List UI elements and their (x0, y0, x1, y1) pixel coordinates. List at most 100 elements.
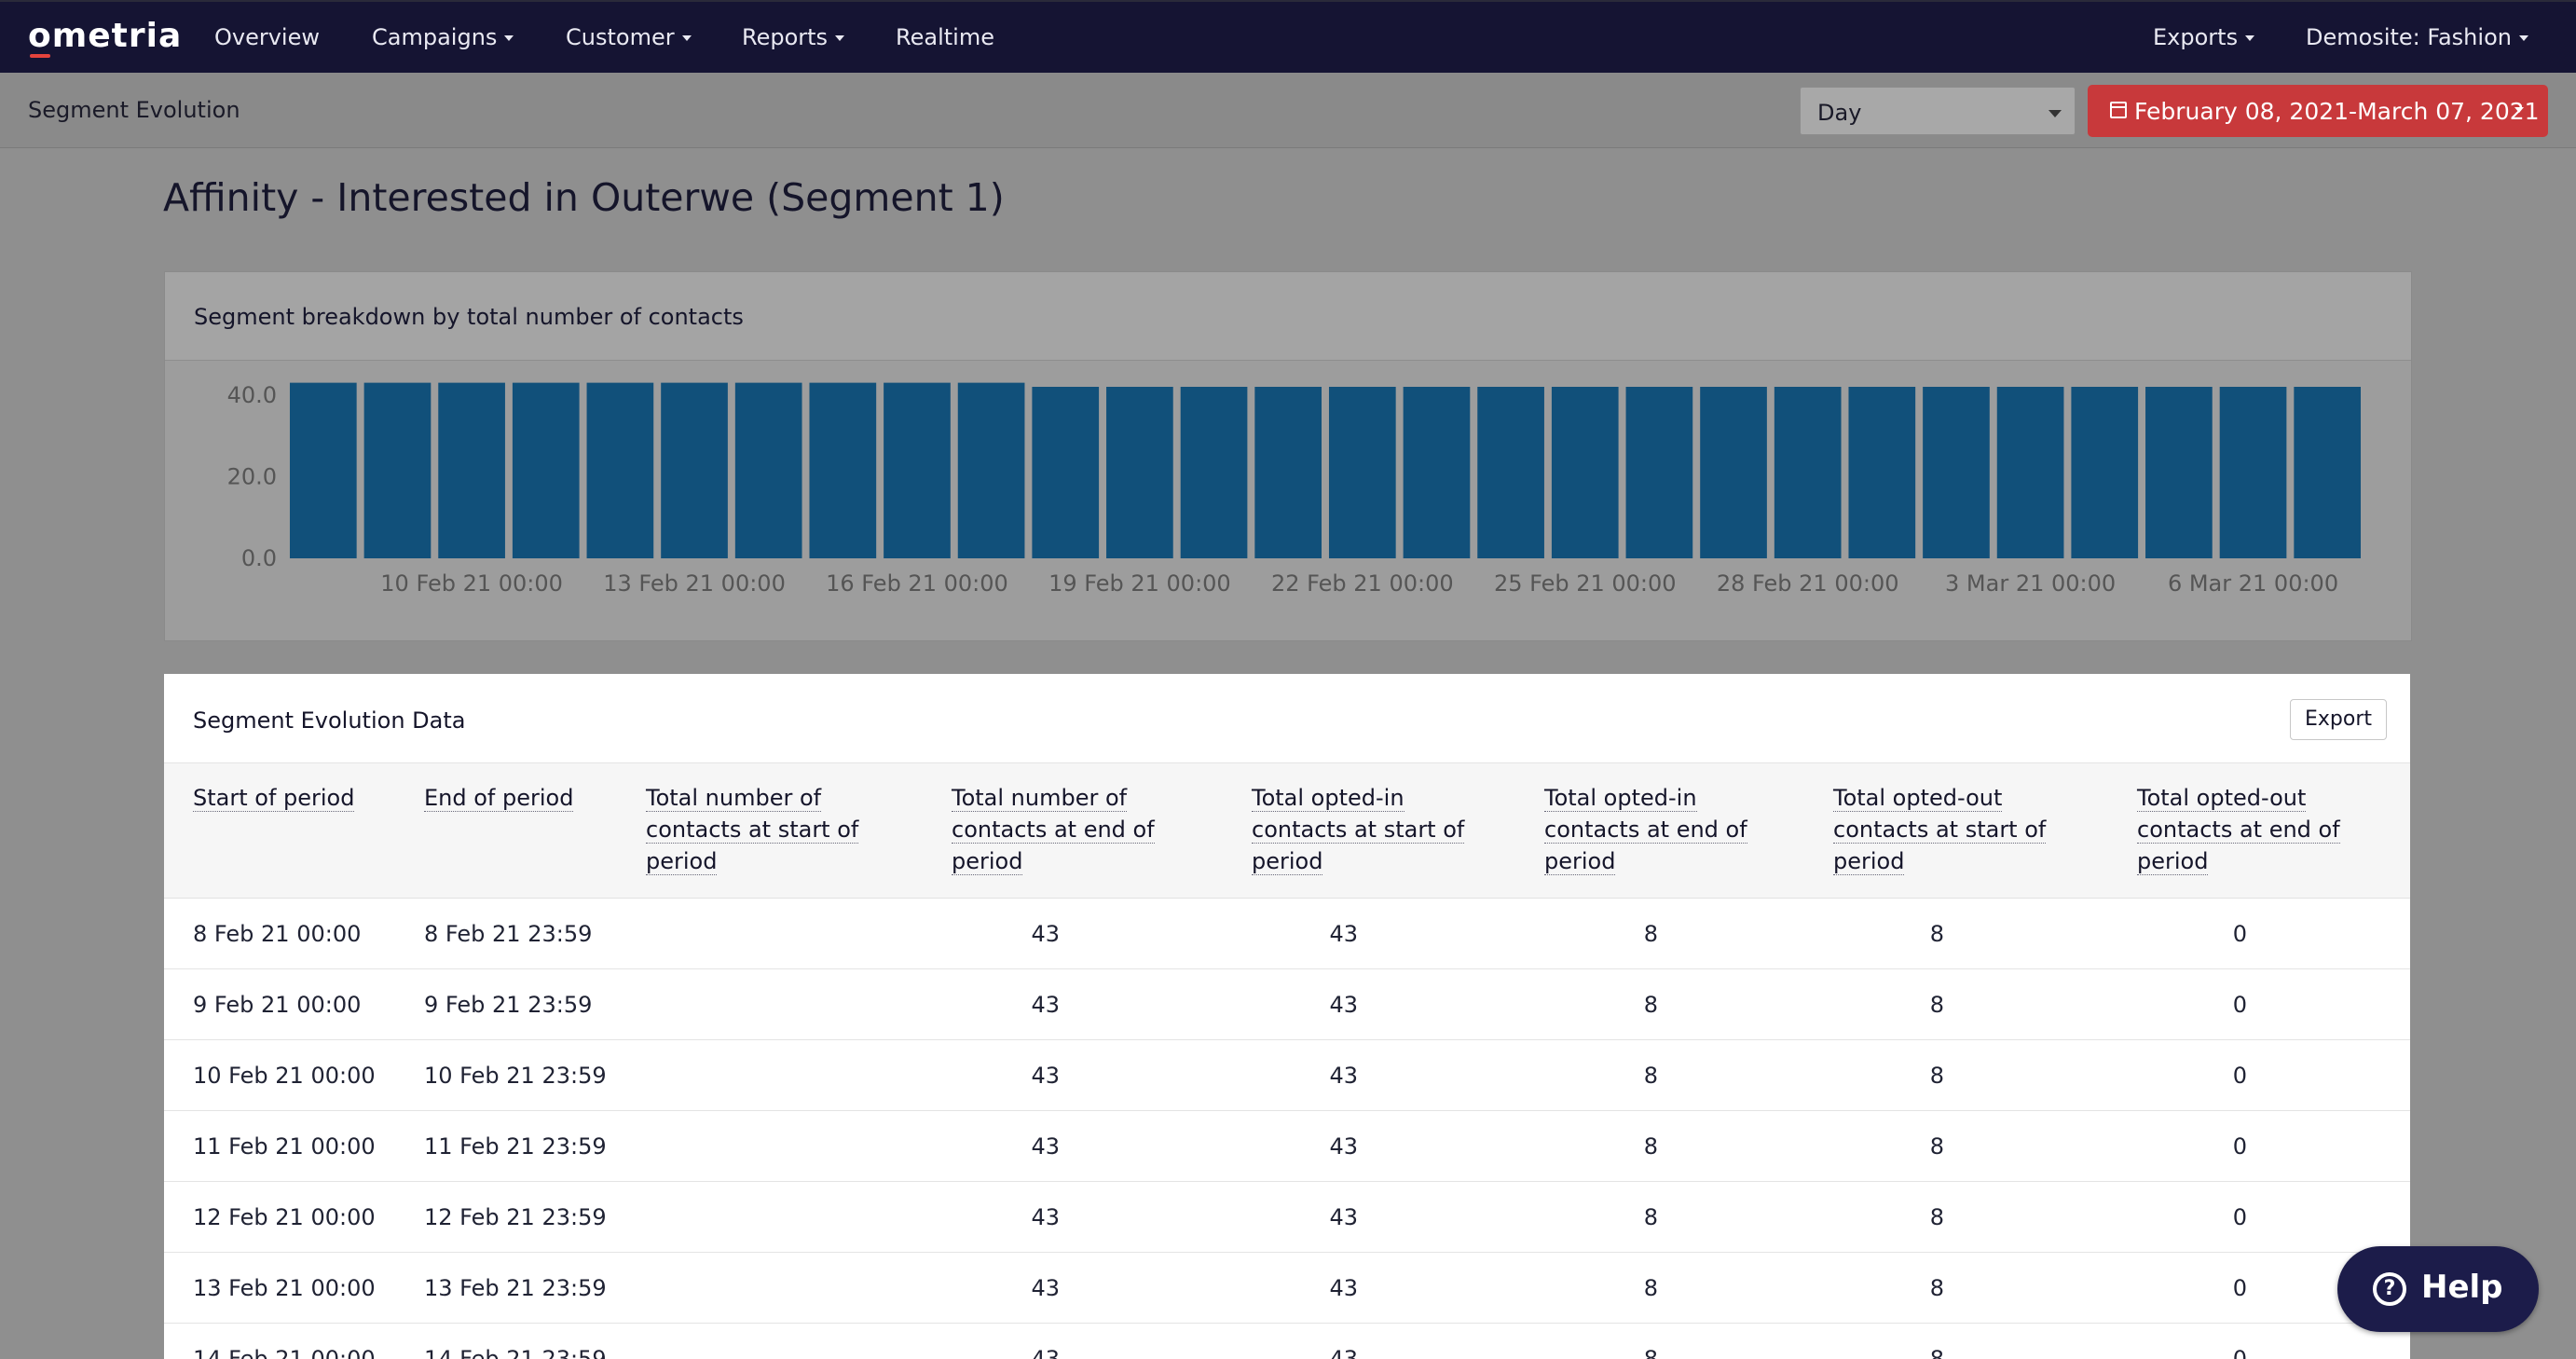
chevron-down-icon (681, 35, 692, 41)
section-title: Segment Evolution (28, 97, 240, 123)
bar-18-feb[interactable] (1032, 387, 1100, 558)
bar-23-feb[interactable] (1403, 387, 1471, 558)
col-end-of-period[interactable]: End of period (424, 782, 610, 814)
bar-6-mar[interactable] (2219, 387, 2287, 558)
table-cell: 8 (1643, 1204, 1658, 1230)
chart-card-header: Segment breakdown by total number of con… (165, 272, 2411, 361)
export-button[interactable]: Export (2290, 699, 2387, 740)
table-cell: 0 (2267, 1063, 2410, 1089)
bar-24-feb[interactable] (1477, 387, 1544, 558)
table-row: 12 Feb 21 00:00 12 Feb 21 23:59 43 43 8 8 00 (164, 1182, 2410, 1253)
col-start-of-period[interactable]: Start of period (193, 782, 398, 814)
nav-overview[interactable]: Overview (214, 24, 320, 50)
logo-swoosh-icon (30, 54, 50, 58)
col-optout-end[interactable]: Total opted-out contacts at end of perio… (2137, 782, 2361, 877)
col-total-end[interactable]: Total number of contacts at end of perio… (952, 782, 1185, 877)
col-label: Total opted-in contacts at end of period (1544, 785, 1747, 875)
help-label: Help (2421, 1269, 2503, 1306)
table-row: 14 Feb 21 00:00 14 Feb 21 23:59 43 43 8 8 0 0 (164, 1324, 2410, 1359)
bar-14-feb[interactable] (734, 382, 802, 558)
table-cell: 0 (2232, 1346, 2247, 1359)
table-cell: 0 (2232, 921, 2247, 947)
table-cell: 12 Feb 21 00:00 (193, 1204, 376, 1230)
bar-27-feb[interactable] (1700, 387, 1767, 558)
table-cell: 0 (2232, 1275, 2247, 1301)
nav-realtime[interactable]: Realtime (896, 24, 994, 50)
bar-10-feb[interactable] (438, 382, 505, 558)
account-menu[interactable]: Demosite: Fashion (2306, 24, 2528, 50)
table-cell: 43 (1329, 992, 1358, 1018)
table-row: 8 Feb 21 00:00 8 Feb 21 23:59 43 43 8 8 00 (164, 899, 2410, 969)
bar-17-feb[interactable] (957, 382, 1025, 558)
table-cell: 0 (2232, 1133, 2247, 1160)
x-tick-label: 22 Feb 21 00:00 (1271, 570, 1454, 597)
chart-card: Segment breakdown by total number of con… (164, 271, 2412, 641)
y-tick-label: 40.0 (227, 382, 277, 408)
x-tick-label: 25 Feb 21 00:00 (1494, 570, 1677, 597)
x-tick-label: 16 Feb 21 00:00 (826, 570, 1008, 597)
col-label: Total opted-out contacts at start of per… (1833, 785, 2047, 875)
bar-22-feb[interactable] (1328, 387, 1396, 558)
bar-15-feb[interactable] (809, 382, 877, 558)
chevron-down-icon (504, 35, 514, 41)
table-row: 11 Feb 21 00:00 11 Feb 21 23:59 43 43 8 8 00 (164, 1111, 2410, 1182)
bar-4-mar[interactable] (2071, 387, 2139, 558)
col-label: Total number of contacts at end of perio… (952, 785, 1155, 875)
table-cell: 9 Feb 21 00:00 (193, 992, 362, 1018)
table-cell: 43 (1031, 921, 1060, 947)
bar-26-feb[interactable] (1625, 387, 1693, 558)
ometria-logo[interactable]: ometria (28, 17, 183, 58)
nav-campaigns[interactable]: Campaigns (372, 24, 514, 50)
granularity-select[interactable]: Day (1800, 87, 2076, 135)
bar-12-feb[interactable] (586, 382, 654, 558)
nav-realtime-label: Realtime (896, 24, 994, 50)
page-title: Affinity - Interested in Outerwe (Segmen… (163, 175, 1005, 220)
x-tick-label: 19 Feb 21 00:00 (1048, 570, 1231, 597)
table-cell: 8 (1929, 1346, 1944, 1359)
nav-overview-label: Overview (214, 24, 320, 50)
bar-9-feb[interactable] (363, 382, 432, 558)
nav-customer[interactable]: Customer (566, 24, 692, 50)
nav-reports[interactable]: Reports (742, 24, 845, 50)
bar-25-feb[interactable] (1551, 387, 1619, 558)
col-optout-start[interactable]: Total opted-out contacts at start of per… (1833, 782, 2066, 877)
table-cell: 8 (1643, 1275, 1658, 1301)
table-cell: 43 (1329, 1275, 1358, 1301)
col-optin-start[interactable]: Total opted-in contacts at start of peri… (1252, 782, 1485, 877)
col-label: Start of period (193, 785, 355, 812)
bar-3-mar[interactable] (1996, 387, 2064, 558)
bar-1-mar[interactable] (1848, 387, 1916, 558)
bar-16-feb[interactable] (884, 382, 951, 558)
bar-2-mar[interactable] (1923, 387, 1990, 558)
table-cell: 9 Feb 21 23:59 (424, 992, 593, 1018)
bar-13-feb[interactable] (661, 382, 728, 558)
logo-text: ometria (28, 17, 183, 55)
table-cell: 43 (1329, 921, 1358, 947)
col-optin-end[interactable]: Total opted-in contacts at end of period (1544, 782, 1768, 877)
chevron-down-icon (835, 35, 845, 41)
account-label: Demosite: Fashion (2306, 24, 2512, 50)
table-card-header: Segment Evolution Data Export (164, 674, 2410, 763)
top-navbar: ometria Overview Campaigns Customer Repo… (0, 0, 2576, 73)
bar-5-mar[interactable] (2145, 387, 2213, 558)
table-cell: 43 (1329, 1133, 1358, 1160)
bar-19-feb[interactable] (1106, 387, 1173, 558)
table-cell: 10 Feb 21 00:00 (193, 1063, 376, 1089)
help-button[interactable]: ? Help (2337, 1246, 2539, 1332)
table-cell: 0 (2232, 992, 2247, 1018)
table-cell: 8 (1929, 992, 1944, 1018)
col-total-start[interactable]: Total number of contacts at start of per… (646, 782, 888, 877)
table-cell: 8 (1643, 1063, 1658, 1089)
bar-21-feb[interactable] (1254, 387, 1322, 558)
date-range-button[interactable]: February 08, 2021-March 07, 2021 (2088, 85, 2548, 137)
bar-8-feb[interactable] (289, 382, 357, 558)
bar-28-feb[interactable] (1774, 387, 1842, 558)
table-cell: 8 (1643, 1346, 1658, 1359)
bar-11-feb[interactable] (512, 382, 580, 558)
bar-20-feb[interactable] (1180, 387, 1248, 558)
bar-7-mar[interactable] (2294, 387, 2362, 558)
x-tick-label: 10 Feb 21 00:00 (380, 570, 563, 597)
nav-exports[interactable]: Exports (2153, 24, 2255, 50)
y-tick-label: 0.0 (241, 545, 277, 571)
